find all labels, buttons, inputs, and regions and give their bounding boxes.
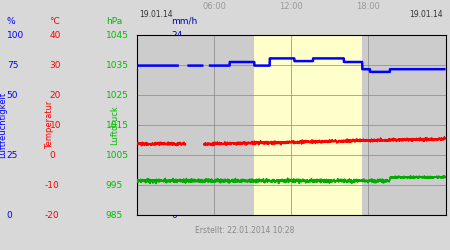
- Text: Luftdruck: Luftdruck: [110, 105, 119, 145]
- Text: 25: 25: [7, 150, 18, 160]
- Text: 20: 20: [171, 60, 182, 70]
- Text: Erstellt: 22.01.2014 10:28: Erstellt: 22.01.2014 10:28: [195, 226, 295, 235]
- Text: hPa: hPa: [106, 17, 122, 26]
- Text: °C: °C: [50, 17, 60, 26]
- Text: 24: 24: [171, 30, 182, 40]
- Text: mm/h: mm/h: [171, 17, 197, 26]
- Text: 100: 100: [7, 30, 24, 40]
- Text: -20: -20: [45, 210, 59, 220]
- Text: 1035: 1035: [106, 60, 129, 70]
- Text: 19.01.14: 19.01.14: [410, 10, 443, 19]
- Text: 1025: 1025: [106, 90, 129, 100]
- Text: 0: 0: [50, 150, 55, 160]
- Text: Luftfeuchtigkeit: Luftfeuchtigkeit: [0, 92, 7, 158]
- Text: 18:00: 18:00: [356, 2, 380, 11]
- Text: 30: 30: [50, 60, 61, 70]
- Text: 1045: 1045: [106, 30, 129, 40]
- Text: 12: 12: [171, 120, 182, 130]
- Text: 16: 16: [171, 90, 183, 100]
- Text: %: %: [7, 17, 15, 26]
- Text: 8: 8: [171, 150, 177, 160]
- Text: 19.01.14: 19.01.14: [140, 10, 173, 19]
- Text: 1015: 1015: [106, 120, 129, 130]
- Text: Temperatur: Temperatur: [45, 101, 54, 149]
- Text: 10: 10: [50, 120, 61, 130]
- Text: Niederschlag: Niederschlag: [176, 97, 184, 153]
- Text: 4: 4: [171, 180, 176, 190]
- Text: 20: 20: [50, 90, 61, 100]
- Text: 12:00: 12:00: [279, 2, 303, 11]
- Text: 40: 40: [50, 30, 61, 40]
- Text: 1005: 1005: [106, 150, 129, 160]
- Bar: [254, 35, 362, 215]
- Text: 50: 50: [7, 90, 18, 100]
- Text: 75: 75: [7, 60, 18, 70]
- Text: 995: 995: [106, 180, 123, 190]
- Text: 0: 0: [7, 210, 13, 220]
- Text: 06:00: 06:00: [202, 2, 226, 11]
- Text: 985: 985: [106, 210, 123, 220]
- Text: -10: -10: [45, 180, 60, 190]
- Text: 0: 0: [171, 210, 177, 220]
